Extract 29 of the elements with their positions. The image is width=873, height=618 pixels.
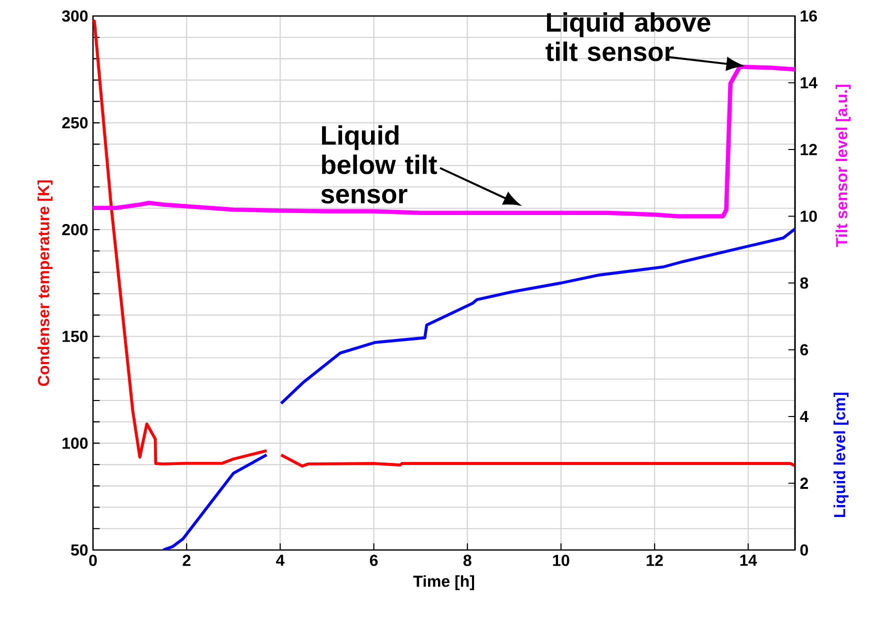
annotation: Liquid above tilt sensor [546,12,710,62]
y2-axis-title: Tilt sensor level [a.u.] [836,84,850,247]
y2-tick-label: 10 [800,210,817,222]
y2-tick-label: 16 [800,10,817,22]
x-tick-label: 2 [182,554,190,566]
x-tick-label: 6 [370,554,378,566]
x-axis-title: Time [h] [413,575,474,590]
y2-tick-label: 4 [800,411,809,422]
x-tick-label: 12 [646,554,663,566]
x-tick-label: 0 [89,554,97,566]
text: Liquid level [cm] [834,392,848,518]
y-tick-label: 150 [62,330,88,342]
y2-tick-label: 14 [800,77,818,88]
x-tick-label: 8 [463,554,472,566]
y2-tick-label: 0 [800,544,808,556]
x-tick-label: 10 [553,554,570,566]
y2-tick-label: 12 [800,144,817,156]
y2-tick-label: 8 [800,277,808,289]
y-tick-label: 300 [62,10,88,22]
y-tick-label: 250 [62,117,88,128]
y2-tick-label: 6 [800,344,808,356]
x-tick-label: 4 [276,554,285,566]
y-tick-label: 100 [62,438,88,449]
y-axis-title: Condenser temperature [K] [38,180,52,386]
y-tick-label: 200 [62,224,88,236]
annotation: Liquid below tilt sensor [321,125,437,204]
y2-tick-label: 2 [800,478,808,489]
x-tick-label: 14 [740,554,758,566]
y-tick-label: 50 [71,544,88,556]
